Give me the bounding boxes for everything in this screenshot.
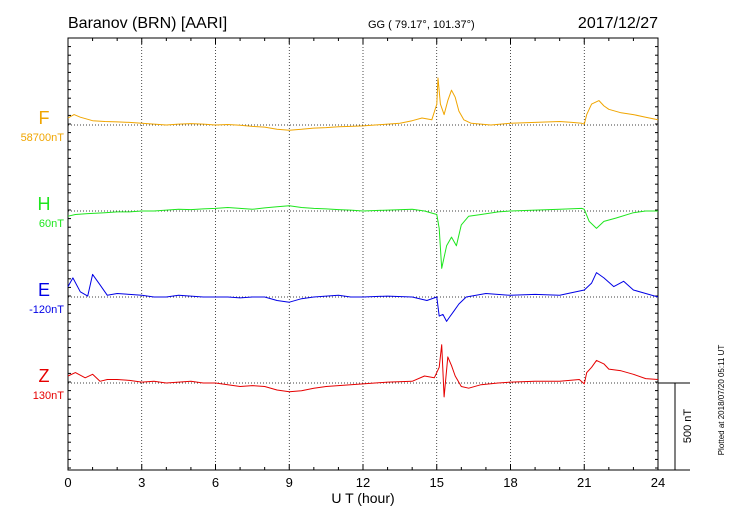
series-label-Z: Z <box>39 366 50 386</box>
axis-ticks <box>67 38 659 470</box>
trace-H <box>67 205 658 269</box>
date-label: 2017/12/27 <box>578 15 658 32</box>
x-tick-label-9: 9 <box>286 475 293 490</box>
series-baseline-H: 60nT <box>39 218 64 230</box>
series-baseline-F: 58700nT <box>21 132 65 144</box>
trace-Z <box>67 344 659 398</box>
x-tick-labels: 0 3 6 9 12 15 18 21 24 <box>64 475 665 490</box>
series-baseline-Z: 130nT <box>33 390 64 402</box>
x-tick-label-3: 3 <box>138 475 145 490</box>
series-baseline-E: -120nT <box>29 304 64 316</box>
grid <box>68 38 658 470</box>
x-axis-label: U T (hour) <box>331 490 394 506</box>
scale-bar: 500 nT <box>658 382 694 471</box>
series-label-F: F <box>39 108 50 128</box>
x-tick-label-0: 0 <box>64 475 71 490</box>
trace-E <box>67 272 659 322</box>
plotted-timestamp: Plotted at 2018/07/20 05:11 UT <box>717 345 726 456</box>
trace-F <box>67 77 659 131</box>
series-labels: F 58700nT H 60nT E -120nT Z 130nT <box>21 108 65 402</box>
station-title: Baranov (BRN) [AARI] <box>68 15 227 32</box>
x-tick-label-21: 21 <box>577 475 591 490</box>
scale-bar-label: 500 nT <box>682 409 694 444</box>
series-label-E: E <box>38 280 50 300</box>
x-tick-label-6: 6 <box>212 475 219 490</box>
traces <box>67 77 659 398</box>
x-tick-label-15: 15 <box>430 475 444 490</box>
coords-subtitle: GG ( 79.17°, 101.37°) <box>368 19 475 31</box>
series-label-H: H <box>38 194 51 214</box>
x-tick-label-12: 12 <box>356 475 370 490</box>
x-tick-label-18: 18 <box>503 475 517 490</box>
x-tick-label-24: 24 <box>651 475 665 490</box>
